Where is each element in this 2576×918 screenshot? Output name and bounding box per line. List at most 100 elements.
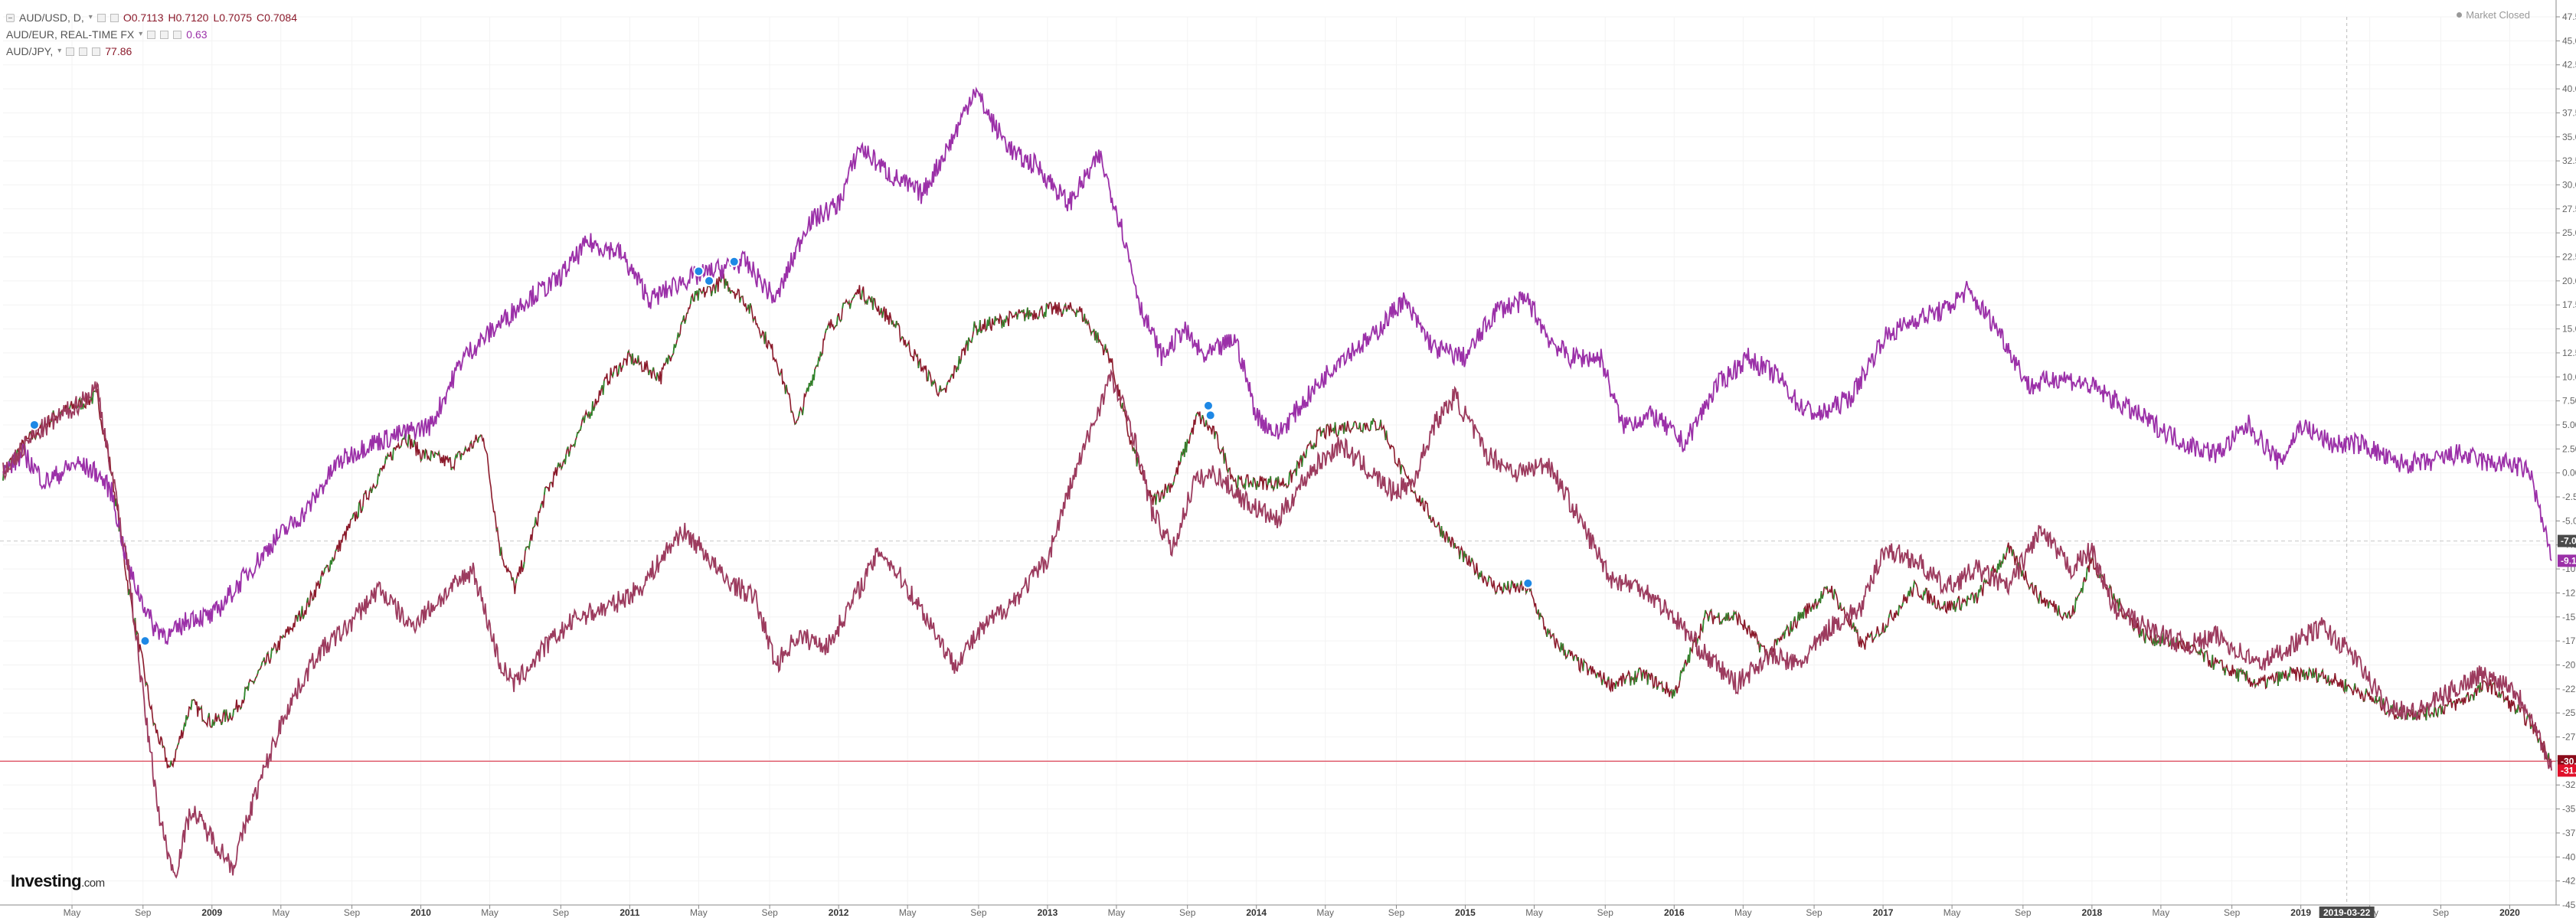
candle-up <box>430 451 433 461</box>
legend-symbol-audusd[interactable]: AUD/USD, D, <box>19 11 84 24</box>
candle-up <box>2326 675 2329 682</box>
candle-up <box>1966 595 1969 606</box>
candle-up <box>1709 609 1712 612</box>
candle-up <box>2437 707 2440 717</box>
candle-up <box>2205 650 2208 652</box>
chevron-down-icon[interactable]: ▾ <box>57 47 62 55</box>
legend-symbol-audjpy[interactable]: AUD/JPY, <box>6 45 54 57</box>
chevron-down-icon[interactable]: ▾ <box>139 30 143 38</box>
candle-up <box>1071 309 1074 312</box>
candle-up <box>1637 668 1640 673</box>
candle-up <box>2006 547 2009 553</box>
candle-up <box>1783 630 1787 639</box>
candle-up <box>232 709 235 717</box>
remove-icon[interactable] <box>173 30 182 39</box>
remove-icon[interactable] <box>92 47 101 56</box>
last-value-label-audjpy: -31.00% <box>2561 765 2576 776</box>
settings-icon[interactable] <box>66 47 75 56</box>
y-tick-label: 47.50% <box>2562 11 2576 22</box>
candle-up <box>1983 579 1986 583</box>
candle-up <box>1671 689 1674 699</box>
candle-up <box>2203 652 2206 662</box>
x-tick-label: May <box>690 907 708 918</box>
candle-up <box>557 462 560 468</box>
candle-up <box>1999 561 2002 568</box>
candle-up <box>1381 427 1384 430</box>
candle-up <box>1463 550 1466 563</box>
candle-up <box>701 291 704 294</box>
candle-up <box>1789 621 1792 633</box>
candle-up <box>543 487 546 495</box>
candle-up <box>1189 432 1192 436</box>
candle-up <box>794 423 796 425</box>
candle-up <box>1633 671 1636 685</box>
candle-up <box>255 676 257 679</box>
market-status: Market Closed <box>2457 9 2530 21</box>
candle-up <box>891 320 894 325</box>
settings-icon[interactable] <box>96 13 106 22</box>
candle-up <box>1322 428 1325 433</box>
candle-up <box>1301 456 1304 467</box>
candle-up <box>2074 598 2077 613</box>
y-tick-label: -32.50% <box>2562 779 2576 790</box>
candle-up <box>499 547 502 557</box>
settings-icon[interactable] <box>147 30 156 39</box>
candle-up <box>175 748 178 750</box>
candle-up <box>1028 310 1031 320</box>
candle-up <box>1185 439 1188 453</box>
x-tick-label: May <box>1108 907 1126 918</box>
candle-up <box>2429 714 2432 717</box>
candle-up <box>1662 688 1665 692</box>
x-tick-label: 2017 <box>1873 907 1894 918</box>
candle-up <box>1673 689 1676 697</box>
candle-up <box>849 302 852 309</box>
y-tick-label: -15.00% <box>2562 612 2576 622</box>
candle-up <box>260 662 263 666</box>
candle-up <box>1440 526 1443 537</box>
hide-icon[interactable] <box>110 13 119 22</box>
event-marker-icon <box>704 275 715 286</box>
candle-up <box>221 721 224 726</box>
hide-icon[interactable] <box>79 47 88 56</box>
chevron-down-icon[interactable]: ▾ <box>88 13 93 21</box>
candle-up <box>2319 675 2322 678</box>
candle-up <box>1274 477 1277 481</box>
candle-up <box>1660 681 1662 684</box>
candle-up <box>847 301 850 304</box>
y-tick-label: 17.50% <box>2562 299 2576 310</box>
candle-up <box>2275 671 2278 674</box>
candle-up <box>824 328 827 334</box>
candle-up <box>617 365 620 374</box>
candle-up <box>1943 600 1946 606</box>
collapse-icon[interactable] <box>6 13 15 22</box>
candle-up <box>1800 612 1803 619</box>
series-line-audjpy <box>2 368 2552 879</box>
x-tick-label: May <box>1943 907 1961 918</box>
candle-up <box>399 445 402 448</box>
candle-up <box>1979 585 1982 593</box>
candle-up <box>942 388 945 390</box>
candle-up <box>587 411 590 417</box>
candle-up <box>1582 660 1585 671</box>
legend-symbol-audeur[interactable]: AUD/EUR, REAL-TIME FX <box>6 28 135 41</box>
candle-up <box>901 336 904 339</box>
candle-up <box>325 565 328 568</box>
candle-up <box>809 381 812 387</box>
event-marker-icon <box>28 419 40 430</box>
candle-up <box>1546 628 1549 637</box>
candle-up <box>2011 549 2014 557</box>
candle-up <box>93 390 96 393</box>
hide-icon[interactable] <box>160 30 169 39</box>
candle-up <box>1996 564 1999 573</box>
candle-up <box>1134 449 1137 454</box>
event-marker-icon <box>1522 577 1534 589</box>
candle-up <box>1267 479 1270 485</box>
event-marker-icon <box>1202 400 1214 411</box>
candle-up <box>1075 309 1078 318</box>
candle-up <box>1515 583 1518 587</box>
candle-up <box>1221 447 1224 449</box>
candle-up <box>1132 447 1135 452</box>
x-tick-label: 2010 <box>410 907 431 918</box>
